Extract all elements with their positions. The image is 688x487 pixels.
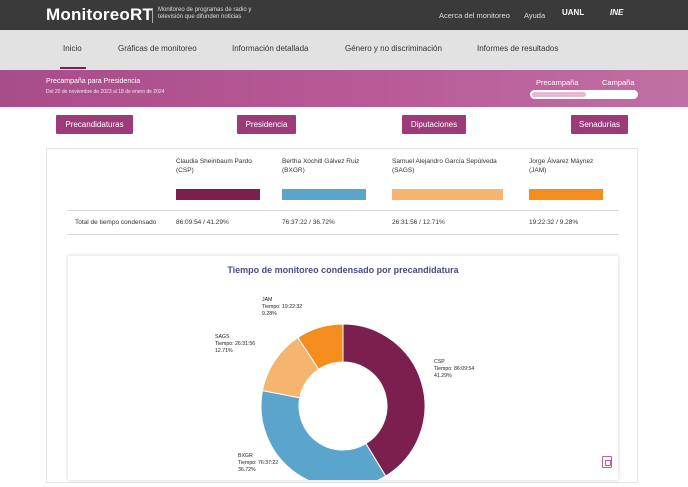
brand-divider xyxy=(152,8,153,23)
donut-slice-csp[interactable] xyxy=(342,323,426,477)
period-date-range: Del 20 de noviembre de 2023 al 18 de ene… xyxy=(46,89,165,95)
donut-slice-bxgr[interactable] xyxy=(260,389,387,480)
brand-subtitle: Monitoreo de programas de radio y televi… xyxy=(158,7,252,20)
candidate-header-jam: Jorge Álvarez Máynez (JAM) xyxy=(529,157,639,175)
slice-label-csp: CSP Tiempo: 86:09:54 41.29% xyxy=(434,359,474,379)
candidate-name: Jorge Álvarez Máynez xyxy=(529,158,594,165)
nav-item-inicio[interactable]: Inicio xyxy=(63,44,82,53)
uanl-logo[interactable]: UANL xyxy=(562,8,585,17)
toggle-campana[interactable]: Campaña xyxy=(602,78,635,87)
candidate-name: Samuel Alejandro García Sepúlveda xyxy=(392,158,497,165)
senadurias-button[interactable]: Senadurías xyxy=(571,115,628,134)
donut-chart: CSP Tiempo: 86:09:54 41.29% BXGR Tiempo: 76:… xyxy=(215,297,474,480)
slice-label-sags: SAGS Tiempo: 26:31:56 12.71% xyxy=(215,334,255,354)
period-band: Precampaña para Presidencia Del 20 de no… xyxy=(0,70,688,107)
total-value-bxgr: 76:37:22 / 36.72% xyxy=(282,219,335,226)
brand-logo[interactable]: MonitoreoRT xyxy=(46,5,154,24)
toggle-precampana[interactable]: Precampaña xyxy=(536,78,579,87)
about-link[interactable]: Acerca del monitoreo xyxy=(439,11,510,20)
candidate-color-bar-jam xyxy=(529,189,603,200)
main-nav: Inicio Gráficas de monitoreo Información… xyxy=(0,30,688,70)
period-toggle-fill xyxy=(532,92,586,97)
top-bar: MonitoreoRT Monitoreo de programas de ra… xyxy=(0,0,688,30)
nav-active-indicator xyxy=(60,67,86,69)
donut-slice-jam[interactable] xyxy=(297,323,344,370)
nav-item-graficas[interactable]: Gráficas de monitoreo xyxy=(118,44,197,53)
download-icon[interactable] xyxy=(602,456,612,468)
donut-chart-panel: Tiempo de monitoreo condensado por preca… xyxy=(68,256,618,480)
period-toggle-switch[interactable] xyxy=(530,90,638,99)
chart-title: Tiempo de monitoreo condensado por preca… xyxy=(227,265,459,275)
candidate-color-bar-bxgr xyxy=(282,189,366,200)
total-value-sags: 26:31:56 / 12.71% xyxy=(392,219,445,226)
candidate-abbr: (SAGS) xyxy=(392,167,415,174)
total-value-jam: 19:22:32 / 9.28% xyxy=(529,219,579,226)
candidate-header-bxgr: Bertha Xóchitl Gálvez Ruiz (BXGR) xyxy=(282,157,392,175)
candidate-abbr: (CSP) xyxy=(176,167,194,174)
ine-logo[interactable]: INE xyxy=(610,8,624,17)
nav-item-informes[interactable]: Informes de resultados xyxy=(477,44,559,53)
candidate-color-bar-sags xyxy=(392,189,503,200)
candidate-abbr: (JAM) xyxy=(529,167,547,174)
nav-item-informacion[interactable]: Información detallada xyxy=(232,44,309,53)
total-value-csp: 86:09:54 / 41.29% xyxy=(176,219,229,226)
presidencia-button[interactable]: Presidencia xyxy=(237,115,296,134)
results-card: Claudia Sheinbaum Pardo (CSP) Bertha Xóc… xyxy=(46,148,638,483)
help-link[interactable]: Ayuda xyxy=(524,11,546,20)
slice-label-jam: JAM Tiempo: 19:22:32 9.28% xyxy=(262,297,302,317)
total-row-label: Total de tiempo condensado xyxy=(75,219,157,226)
candidate-name: Bertha Xóchitl Gálvez Ruiz xyxy=(282,158,360,165)
nav-item-genero[interactable]: Género y no discriminación xyxy=(345,44,442,53)
candidate-color-bar-csp xyxy=(176,189,260,200)
table-row-divider xyxy=(67,210,619,211)
diputaciones-button[interactable]: Diputaciones xyxy=(402,115,466,134)
period-title: Precampaña para Presidencia xyxy=(46,78,141,85)
slice-label-bxgr: BXGR Tiempo: 76:37:22 36.72% xyxy=(238,453,278,473)
precandidaturas-button[interactable]: Precandidaturas xyxy=(56,115,133,134)
candidate-name: Claudia Sheinbaum Pardo xyxy=(176,158,252,165)
candidate-header-csp: Claudia Sheinbaum Pardo (CSP) xyxy=(176,157,286,175)
candidate-abbr: (BXGR) xyxy=(282,167,305,174)
candidate-header-sags: Samuel Alejandro García Sepúlveda (SAGS) xyxy=(392,157,512,175)
table-row-divider xyxy=(67,234,619,235)
